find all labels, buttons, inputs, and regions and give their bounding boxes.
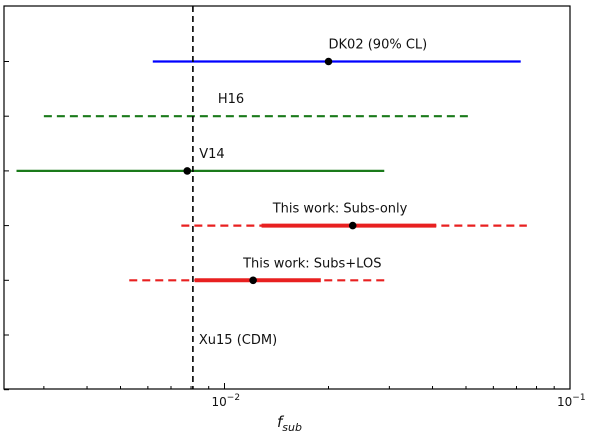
interval-label: H16 xyxy=(218,92,244,107)
x-axis-title: fsub xyxy=(277,413,302,434)
interval-point xyxy=(183,167,192,175)
x-tick-label: 10−2 xyxy=(212,393,241,409)
x-ticks: 10−2 10−1 xyxy=(43,383,586,409)
interval-point xyxy=(348,221,357,230)
intervals xyxy=(16,57,527,285)
plot-frame xyxy=(3,5,571,390)
reference-vline-label: Xu15 (CDM) xyxy=(199,333,277,348)
interval-label: This work: Subs+LOS xyxy=(242,256,381,271)
interval-labels: DK02 (90% CL) H16 V14 This work: Subs-only T… xyxy=(199,38,427,272)
interval-point xyxy=(324,57,333,66)
reference-line: Xu15 (CDM) xyxy=(192,6,277,389)
interval-point xyxy=(249,276,257,285)
interval-label: V14 xyxy=(199,147,224,162)
y-ticks xyxy=(4,61,9,391)
interval-label: DK02 (90% CL) xyxy=(329,38,428,53)
x-tick-label: 10−1 xyxy=(557,393,586,409)
interval-label: This work: Subs-only xyxy=(272,202,408,217)
